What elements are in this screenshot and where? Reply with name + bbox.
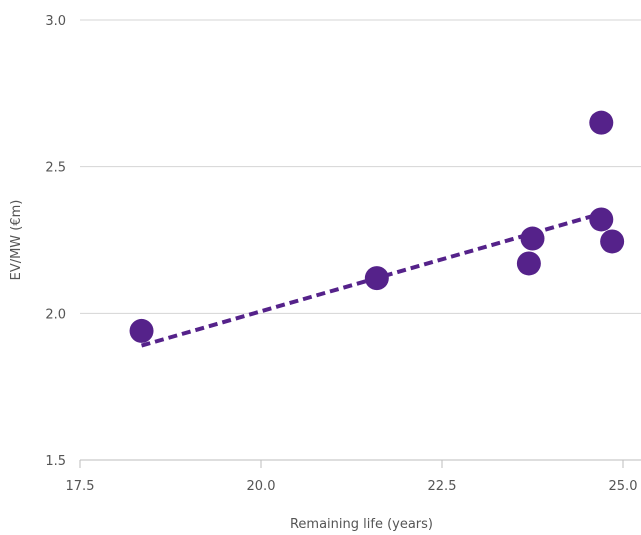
y-tick-label: 3.0 <box>45 14 66 29</box>
grid-lines <box>80 19 641 314</box>
x-tick-label: 17.5 <box>66 479 95 494</box>
y-axis-title: EV/MW (€m) <box>9 200 24 281</box>
data-point <box>364 266 389 291</box>
data-points <box>129 110 625 343</box>
x-tick-label: 22.5 <box>428 479 457 494</box>
y-tick-label: 2.5 <box>45 161 66 176</box>
data-point <box>520 226 545 251</box>
data-point <box>589 110 614 135</box>
data-point <box>129 318 154 343</box>
y-tick-label: 1.5 <box>45 454 66 469</box>
x-tick-label: 20.0 <box>247 479 276 494</box>
data-point <box>589 207 614 232</box>
data-point <box>600 229 625 254</box>
y-tick-label: 2.0 <box>45 307 66 322</box>
axes: 1.5 2.0 2.5 3.0 17.5 20.0 22.5 25.0 <box>45 14 641 494</box>
x-tick-label: 25.0 <box>609 479 638 494</box>
x-axis-title: Remaining life (years) <box>290 517 433 532</box>
data-point <box>516 251 541 276</box>
